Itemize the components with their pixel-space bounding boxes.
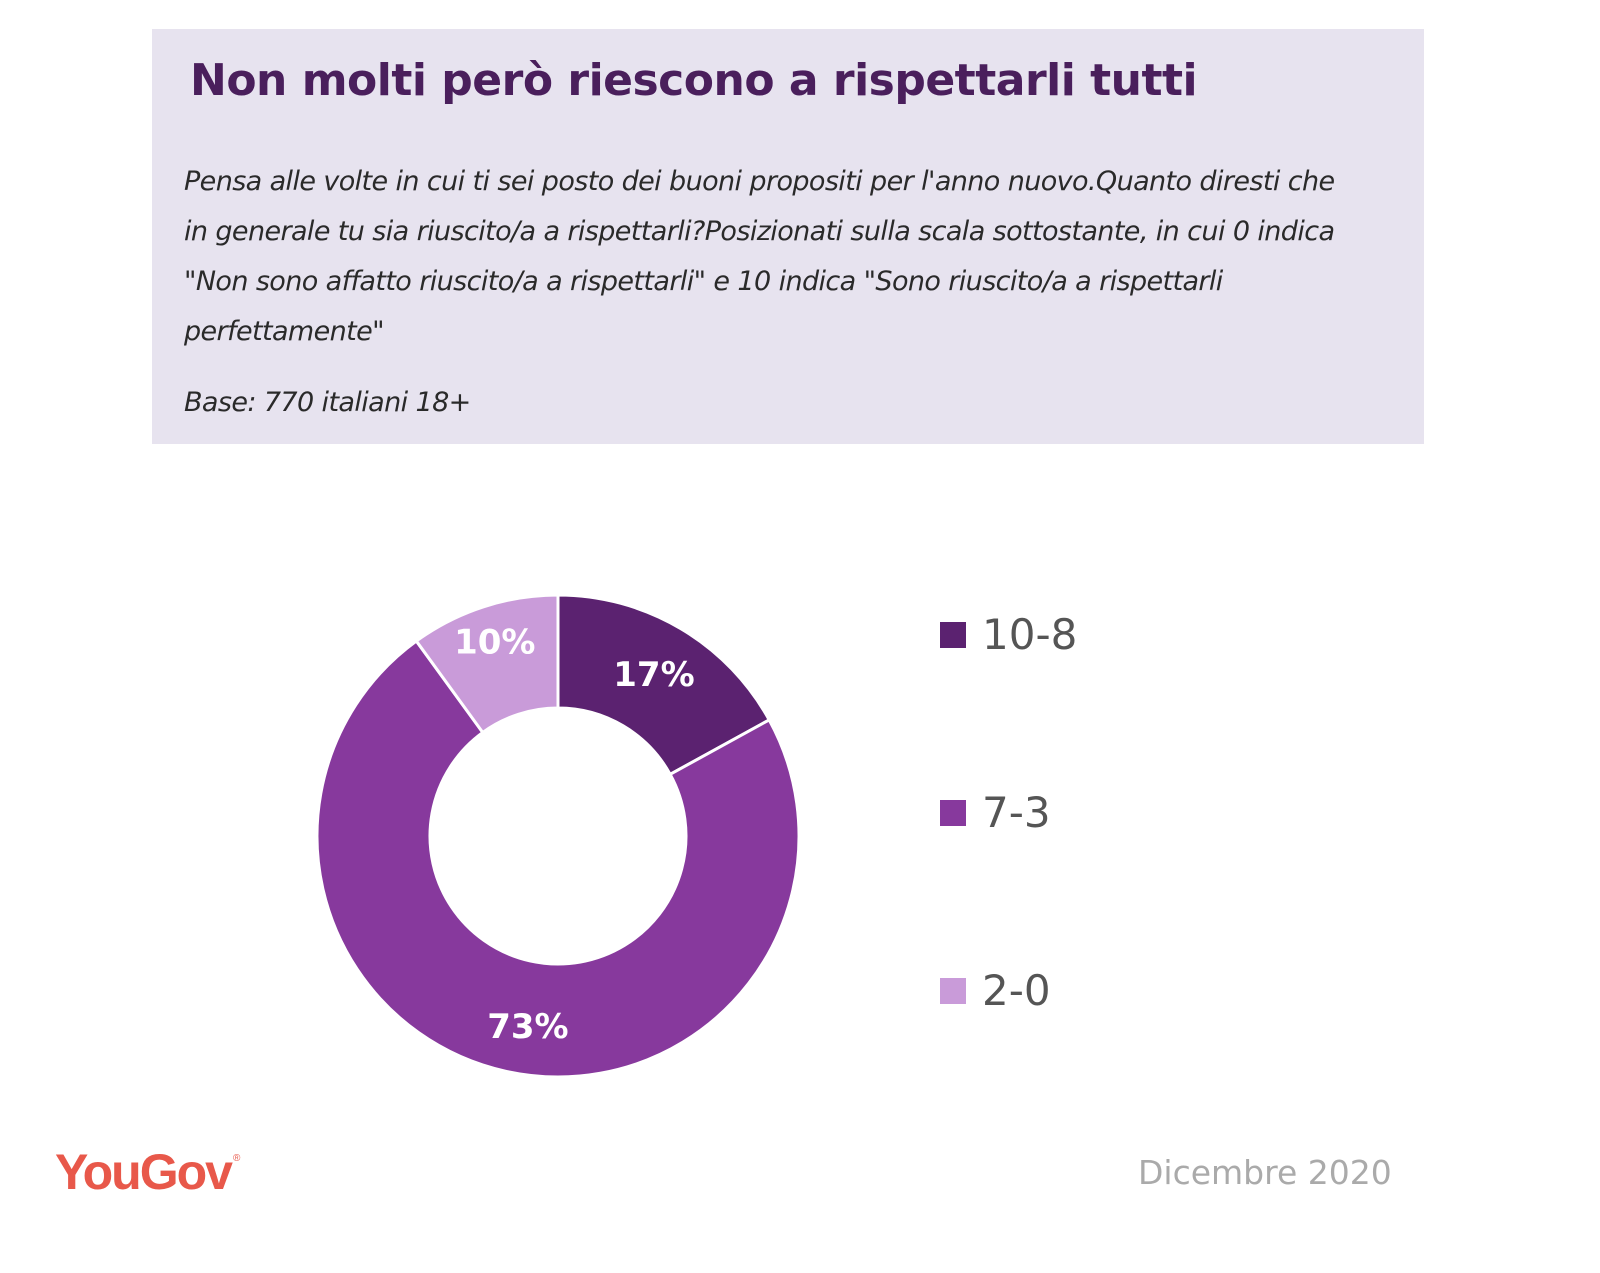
chart-title: Non molti però riescono a rispettarli tu… (190, 55, 1198, 106)
publication-date: Dicembre 2020 (1138, 1153, 1392, 1192)
donut-slice-7-3 (315, 638, 801, 1079)
donut-slice-labels: 17% 73% 10% (454, 623, 695, 1048)
slice-label-10-8: 17% (613, 655, 694, 695)
legend-label: 2-0 (982, 966, 1051, 1015)
legend-label: 7-3 (982, 788, 1051, 837)
donut-slice-10-8 (556, 593, 772, 777)
slice-label-7-3: 73% (487, 1007, 568, 1047)
sample-base: Base: 770 italiani 18+ (184, 387, 471, 418)
donut-slice-2-0 (414, 593, 560, 735)
legend-item-7-3: 7-3 (940, 788, 1051, 837)
logo-text: YouGov (55, 1144, 233, 1200)
legend-swatch (940, 799, 966, 826)
legend-item-2-0: 2-0 (940, 966, 1051, 1015)
header-panel: Non molti però riescono a rispettarli tu… (152, 29, 1424, 444)
legend-item-10-8: 10-8 (940, 610, 1077, 659)
donut-slices (315, 593, 801, 1079)
yougov-logo: YouGov ® (55, 1143, 240, 1201)
survey-question: Pensa alle volte in cui ti sei posto dei… (184, 166, 1335, 347)
slice-label-2-0: 10% (454, 623, 535, 663)
registered-mark: ® (232, 1153, 241, 1164)
legend-swatch (940, 977, 966, 1004)
legend-label: 10-8 (982, 610, 1078, 659)
legend-swatch (940, 621, 966, 648)
